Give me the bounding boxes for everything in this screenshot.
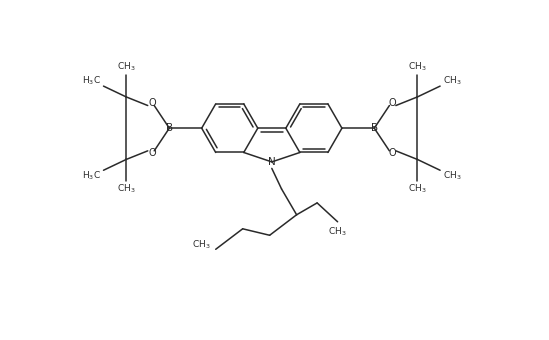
Text: B: B xyxy=(166,123,173,133)
Text: O: O xyxy=(389,148,396,158)
Text: CH$_3$: CH$_3$ xyxy=(328,225,347,238)
Text: N: N xyxy=(268,157,276,167)
Text: CH$_3$: CH$_3$ xyxy=(408,183,427,196)
Text: CH$_3$: CH$_3$ xyxy=(192,239,210,251)
Text: CH$_3$: CH$_3$ xyxy=(117,61,136,73)
Text: O: O xyxy=(148,148,156,158)
Text: CH$_3$: CH$_3$ xyxy=(442,74,461,87)
Text: H$_3$C: H$_3$C xyxy=(82,74,101,87)
Text: H$_3$C: H$_3$C xyxy=(82,169,101,182)
Text: CH$_3$: CH$_3$ xyxy=(442,169,461,182)
Text: CH$_3$: CH$_3$ xyxy=(117,183,136,196)
Text: B: B xyxy=(371,123,378,133)
Text: CH$_3$: CH$_3$ xyxy=(408,61,427,73)
Text: O: O xyxy=(148,98,156,108)
Text: O: O xyxy=(389,98,396,108)
